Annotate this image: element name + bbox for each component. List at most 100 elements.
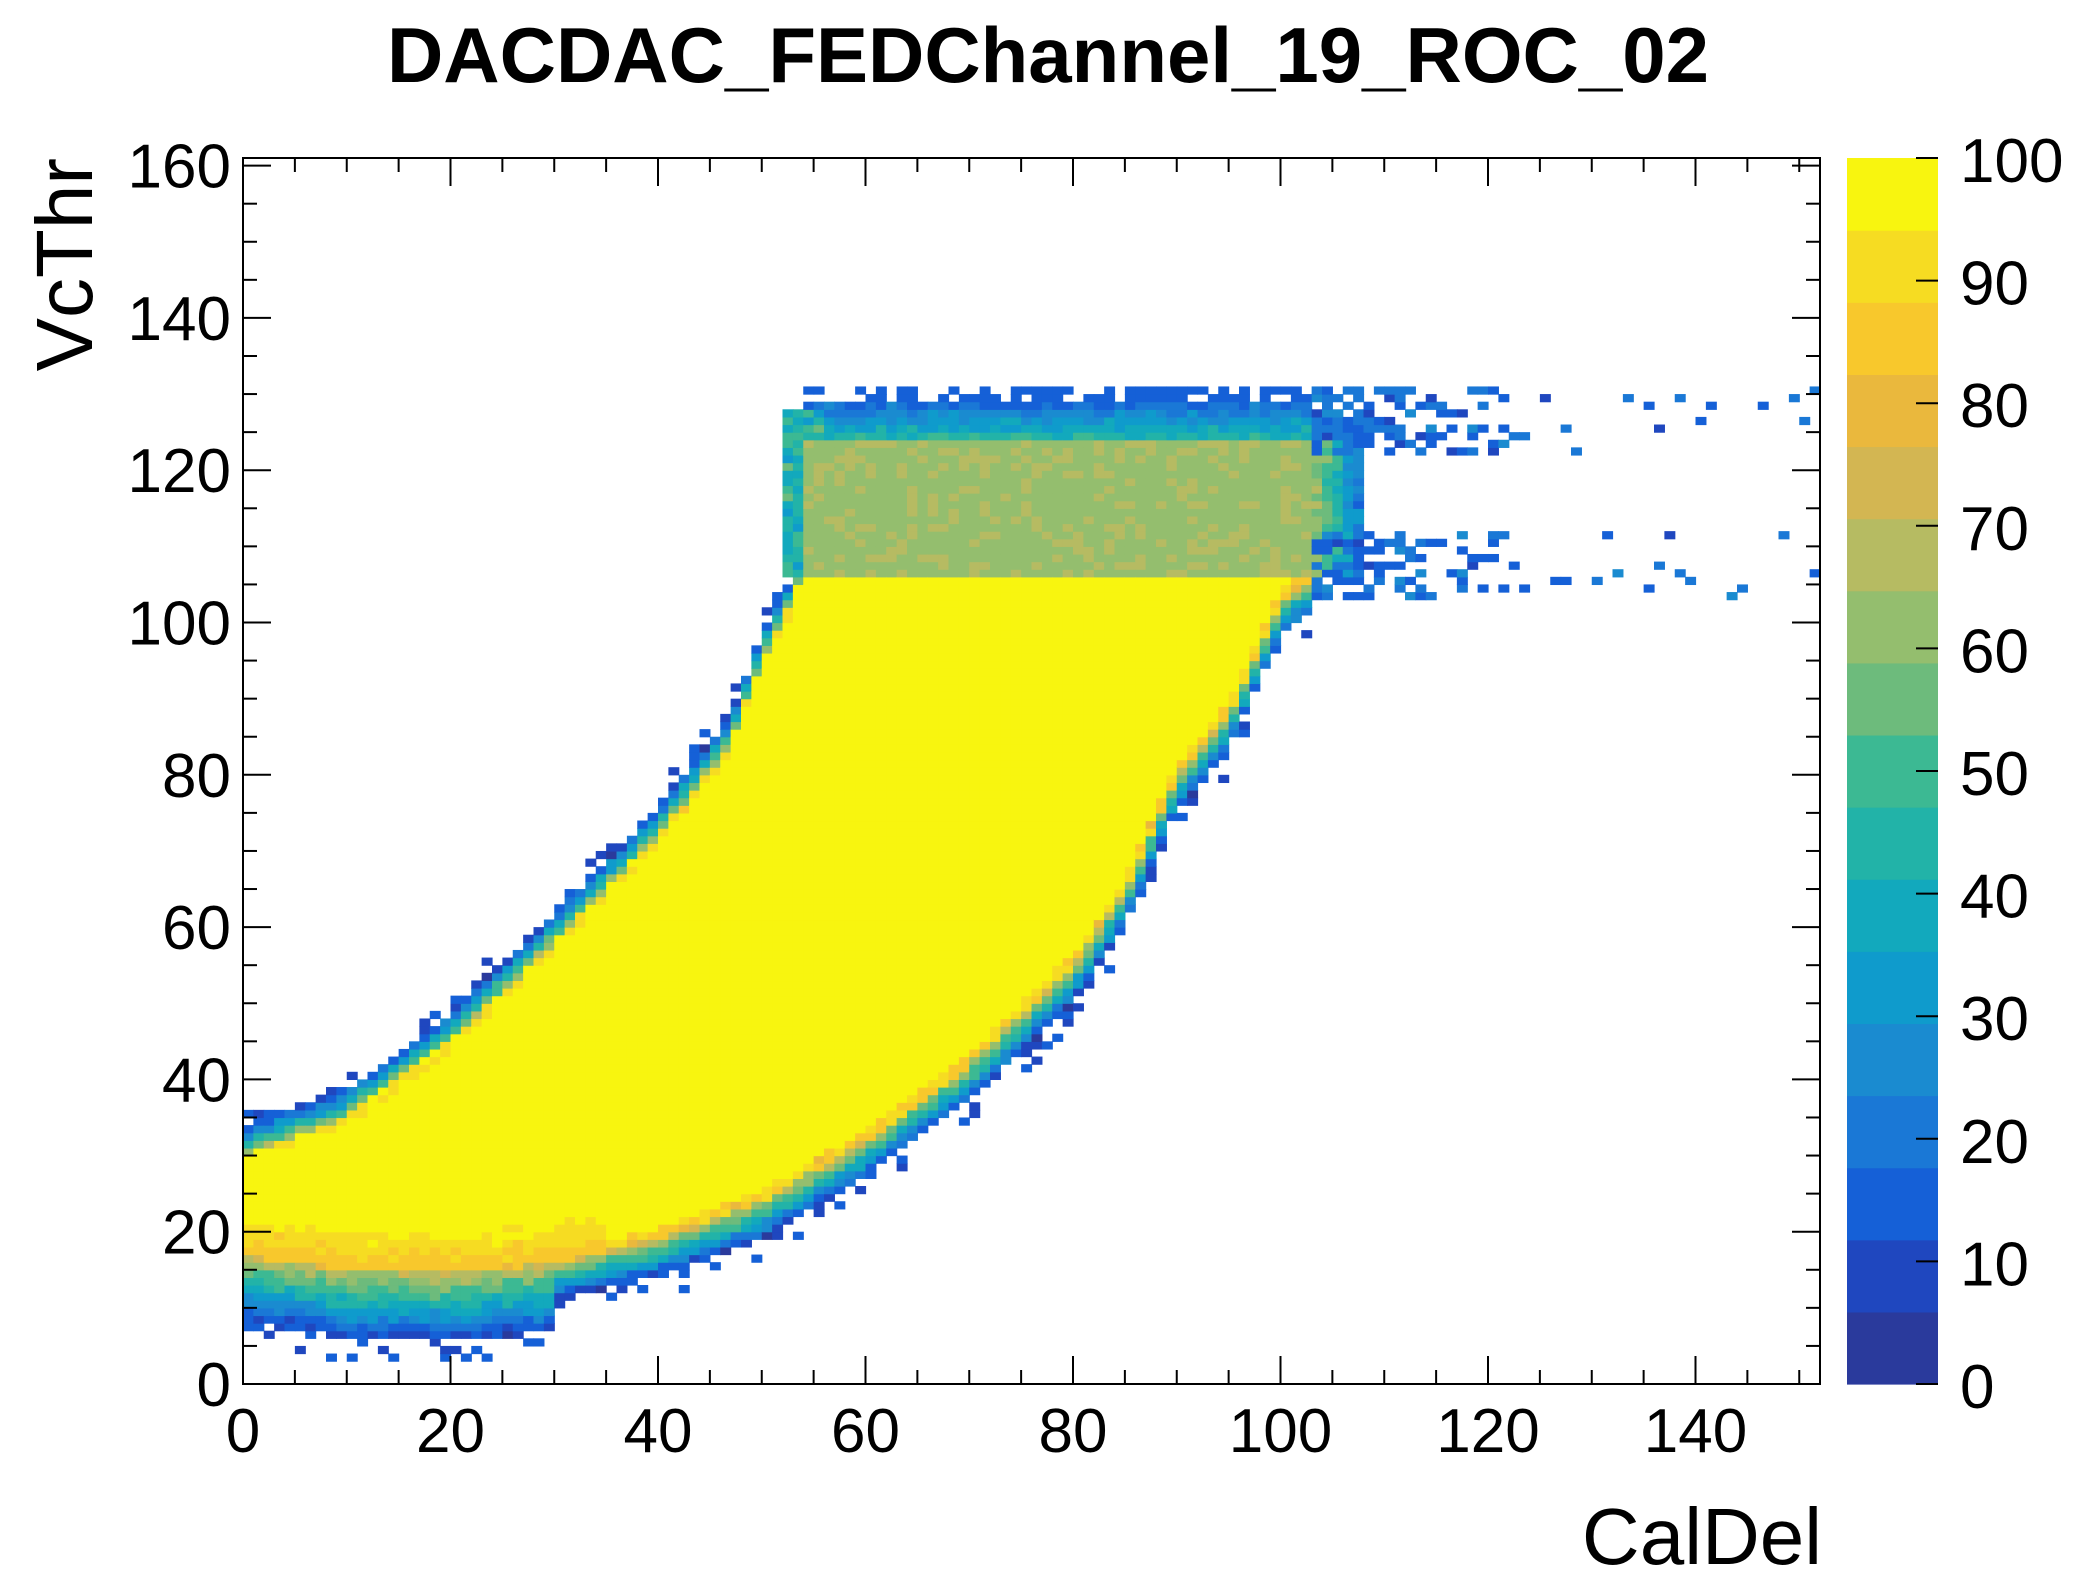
heatmap-cell <box>824 949 835 959</box>
heatmap-cell <box>824 751 835 761</box>
heatmap-cell <box>958 599 970 608</box>
heatmap-cell <box>398 1231 410 1240</box>
heatmap-cell <box>730 1239 742 1248</box>
heatmap-cell <box>782 1087 794 1096</box>
heatmap-cell <box>326 1155 337 1164</box>
heatmap-cell <box>938 515 950 525</box>
heatmap-cell <box>990 508 1001 517</box>
heatmap-cell <box>938 706 950 715</box>
heatmap-cell <box>523 1323 535 1332</box>
heatmap-cell <box>1021 843 1033 852</box>
heatmap-cell <box>948 934 960 943</box>
heatmap-cell <box>699 767 711 776</box>
heatmap-cell <box>326 1102 337 1111</box>
heatmap-cell <box>844 744 856 753</box>
heatmap-cell <box>606 1216 618 1225</box>
heatmap-cell <box>886 1071 898 1080</box>
heatmap-cell <box>440 1087 452 1096</box>
heatmap-cell <box>502 1132 514 1141</box>
heatmap-cell <box>813 1087 825 1096</box>
heatmap-cell <box>502 1277 514 1286</box>
heatmap-cell <box>502 1239 514 1248</box>
heatmap-cell <box>834 881 846 890</box>
heatmap-cell <box>803 454 815 464</box>
heatmap-cell <box>958 553 970 563</box>
heatmap-cell <box>741 1208 752 1218</box>
heatmap-cell <box>699 980 711 989</box>
heatmap-cell <box>699 995 711 1004</box>
heatmap-cell <box>938 812 950 822</box>
heatmap-cell <box>637 1163 649 1172</box>
heatmap-cell <box>948 592 960 601</box>
heatmap-cell <box>564 911 576 921</box>
heatmap-cell <box>741 911 752 921</box>
heatmap-cell <box>689 972 701 982</box>
heatmap-cell <box>585 1132 597 1141</box>
heatmap-cell <box>855 409 867 418</box>
heatmap-cell <box>1000 972 1012 982</box>
heatmap-cell <box>678 911 690 921</box>
heatmap-cell <box>896 1140 908 1149</box>
heatmap-cell <box>398 1239 410 1248</box>
heatmap-cell <box>523 980 535 989</box>
heatmap-cell <box>938 767 950 776</box>
heatmap-cell <box>492 1109 503 1119</box>
heatmap-cell <box>1010 965 1022 974</box>
heatmap-cell <box>699 911 711 921</box>
heatmap-cell <box>782 1003 794 1012</box>
heatmap-cell <box>761 1087 773 1096</box>
heatmap-cell <box>927 767 939 776</box>
heatmap-cell <box>523 1315 535 1324</box>
heatmap-cell <box>398 1071 410 1080</box>
heatmap-cell <box>896 1018 908 1027</box>
heatmap-cell <box>761 843 773 852</box>
heatmap-cell <box>917 790 929 799</box>
heatmap-cell <box>1000 942 1012 951</box>
heatmap-cell <box>855 744 867 753</box>
heatmap-cell <box>844 942 856 951</box>
heatmap-cell <box>471 1087 483 1096</box>
heatmap-cell <box>450 1300 462 1309</box>
heatmap-cell <box>855 1048 867 1058</box>
heatmap-cell <box>575 1208 586 1218</box>
heatmap-cell <box>1021 1064 1033 1073</box>
heatmap-cell <box>1021 683 1033 692</box>
heatmap-cell <box>990 957 1001 966</box>
heatmap-cell <box>533 1071 545 1080</box>
heatmap-cell <box>699 927 711 936</box>
heatmap-cell <box>502 1087 514 1096</box>
heatmap-cell <box>709 1010 721 1020</box>
heatmap-cell <box>865 630 877 639</box>
heatmap-cell <box>336 1307 348 1317</box>
heatmap-cell <box>803 515 815 525</box>
heatmap-cell <box>689 843 701 852</box>
heatmap-cell <box>595 1178 607 1187</box>
heatmap-cell <box>294 1239 306 1248</box>
heatmap-cell <box>709 873 721 883</box>
heatmap-cell <box>616 1071 628 1080</box>
heatmap-cell <box>979 1056 991 1065</box>
heatmap-cell <box>689 881 701 890</box>
heatmap-cell <box>294 1208 306 1218</box>
heatmap-cell <box>336 1224 348 1233</box>
heatmap-cell <box>699 1102 711 1111</box>
heatmap-cell <box>782 569 794 578</box>
heatmap-cell <box>813 1102 825 1111</box>
heatmap-cell <box>626 1231 638 1240</box>
heatmap-cell <box>948 972 960 982</box>
heatmap-cell <box>927 1010 939 1020</box>
heatmap-cell <box>969 691 981 700</box>
heatmap-cell <box>709 896 721 905</box>
heatmap-cell <box>761 751 773 761</box>
heatmap-cell <box>668 1071 680 1080</box>
heatmap-cell <box>979 1064 991 1073</box>
heatmap-cell <box>450 1239 462 1248</box>
heatmap-cell <box>990 691 1001 700</box>
heatmap-cell <box>865 576 877 586</box>
heatmap-cell <box>824 607 835 616</box>
heatmap-cell <box>886 820 898 829</box>
heatmap-cell <box>969 622 981 631</box>
heatmap-cell <box>585 1033 597 1042</box>
heatmap-cell <box>678 774 690 784</box>
heatmap-cell <box>741 782 752 791</box>
